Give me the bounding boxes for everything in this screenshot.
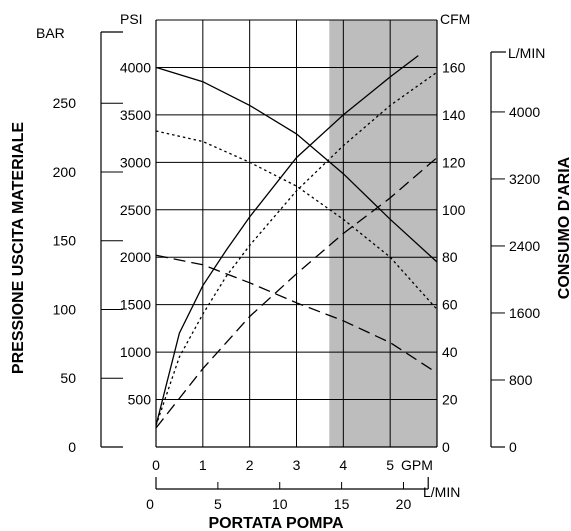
gpm-unit-label: GPM [401, 457, 433, 473]
air-curve-solid [155, 55, 419, 426]
lmin-bottom-tick-label: 10 [272, 496, 288, 512]
x-axis-title: PORTATA POMPA [208, 515, 344, 531]
bar-unit-label: BAR [36, 25, 65, 41]
air-curve-dashed [155, 157, 438, 429]
left-y-axis-title: PRESSIONE USCITA MATERIALE [10, 122, 27, 374]
psi-tick-label: 4000 [120, 59, 151, 75]
series-lines [155, 55, 438, 429]
bar-tick-label: 100 [53, 301, 77, 317]
cfm-tick-label: 0 [442, 439, 450, 455]
lmin-right-tick-label: 1600 [509, 305, 540, 321]
cfm-tick-label: 160 [442, 59, 466, 75]
gpm-tick-label: 2 [246, 457, 254, 473]
psi-tick-label: 2000 [120, 249, 151, 265]
bar-tick-label: 250 [53, 95, 77, 111]
lmin-right-tick-label: 0 [509, 439, 517, 455]
bar-tick-label: 150 [53, 233, 77, 249]
psi-tick-label: 3500 [120, 107, 151, 123]
bar-tick-label: 50 [60, 370, 76, 386]
cfm-tick-label: 20 [442, 392, 458, 408]
gpm-tick-label: 1 [199, 457, 207, 473]
psi-tick-label: 500 [128, 392, 152, 408]
lmin-bottom-unit-label: L/MIN [423, 484, 460, 500]
tick-labels: 0 1 2 3 4 50 5 10 15 2050010001500200025003000350… [53, 59, 541, 512]
axes [100, 19, 506, 490]
cfm-tick-label: 40 [442, 344, 458, 360]
lmin-right-tick-label: 3200 [509, 171, 540, 187]
shaded-region [329, 20, 437, 447]
cfm-unit-label: CFM [440, 11, 470, 27]
lmin-bottom-tick-label: 15 [334, 496, 350, 512]
gpm-tick-label: 4 [339, 457, 347, 473]
cfm-tick-label: 60 [442, 297, 458, 313]
grid [156, 20, 437, 447]
right-y-axis-title: CONSUMO D'ARIA [556, 156, 571, 299]
lmin-right-tick-label: 4000 [509, 104, 540, 120]
bar-tick-label: 200 [53, 164, 77, 180]
pressure-curve-dashed [155, 254, 438, 374]
cfm-tick-label: 140 [442, 107, 466, 123]
lmin-right-tick-label: 800 [509, 372, 533, 388]
lmin-right-tick-label: 2400 [509, 238, 540, 254]
cfm-tick-label: 120 [442, 154, 466, 170]
bar-tick-label: 0 [68, 439, 76, 455]
psi-tick-label: 2500 [120, 202, 151, 218]
gpm-tick-label: 3 [293, 457, 301, 473]
lmin-right-unit-label: L/MIN [508, 45, 545, 61]
psi-tick-label: 1000 [120, 344, 151, 360]
psi-tick-label: 3000 [120, 154, 151, 170]
cfm-tick-label: 100 [442, 202, 466, 218]
gpm-tick-label: 5 [386, 457, 394, 473]
lmin-bottom-tick-label: 0 [146, 496, 154, 512]
air-curve-dotted [155, 71, 438, 426]
psi-unit-label: PSI [120, 11, 143, 27]
lmin-bottom-tick-label: 20 [396, 496, 412, 512]
psi-tick-label: 1500 [120, 297, 151, 313]
cfm-tick-label: 80 [442, 249, 458, 265]
pressure-curve-solid [155, 66, 438, 263]
lmin-bottom-tick-label: 5 [214, 496, 222, 512]
gpm-tick-label: 0 [152, 457, 160, 473]
